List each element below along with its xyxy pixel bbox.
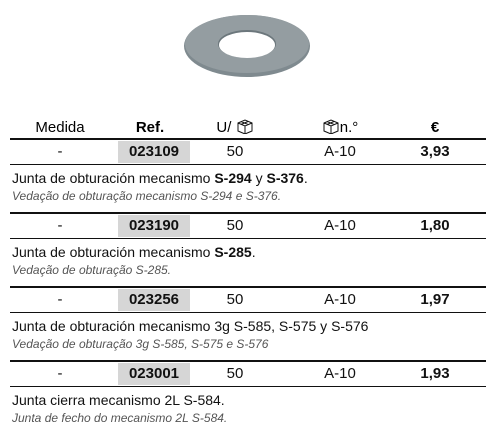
row-underline (10, 312, 486, 313)
row-underline (10, 164, 486, 165)
cell-medida: - (57, 143, 63, 160)
box-icon (237, 119, 253, 135)
description: Junta cierra mecanismo 2L S-584. (12, 392, 225, 408)
description-text: Junta de obturación mecanismo (12, 244, 215, 260)
header-box: n.° (305, 117, 375, 139)
description-text: y (251, 170, 267, 186)
cell-units: 50 (226, 291, 244, 308)
cell-units: 50 (226, 143, 244, 160)
cell-units: 50 (226, 365, 244, 382)
translation: Vedação de obturação S-285. (12, 263, 172, 277)
row-underline (10, 386, 486, 387)
description-bold: S-294 (214, 170, 252, 186)
box-icon (323, 119, 339, 135)
translation: Junta de fecho do mecanismo 2L S-584. (12, 411, 228, 425)
row-separator (10, 360, 486, 362)
cell-price: 1,80 (420, 217, 450, 234)
description: Junta de obturación mecanismo S-285. (12, 244, 256, 260)
description-bold: S-376 (266, 170, 304, 186)
cell-price: 1,97 (420, 291, 450, 308)
cell-price: 3,93 (420, 143, 450, 160)
header-box-text: n.° (339, 119, 359, 136)
cell-ref: 023109 (118, 141, 190, 163)
cell-box: A-10 (324, 291, 356, 308)
header-price: € (430, 119, 440, 136)
cell-medida: - (57, 217, 63, 234)
description: Junta de obturación mecanismo 3g S-585, … (12, 318, 368, 334)
description-text: . (303, 170, 308, 186)
cell-price: 1,93 (420, 365, 450, 382)
description-text: Junta de obturación mecanismo (12, 170, 215, 186)
row-separator (10, 286, 486, 288)
header-units-text: U/ (216, 119, 232, 136)
translation: Vedação de obturação 3g S-585, S-575 e S… (12, 337, 269, 351)
cell-box: A-10 (324, 365, 356, 382)
row-separator (10, 138, 486, 140)
description-text: Junta de obturación mecanismo 3g S-585, … (12, 318, 369, 334)
cell-box: A-10 (324, 217, 356, 234)
cell-ref: 023190 (118, 215, 190, 237)
row-underline (10, 238, 486, 239)
row-separator (10, 212, 486, 214)
header-medida: Medida (35, 119, 85, 136)
header-ref: Ref. (135, 119, 165, 136)
product-image (184, 15, 310, 77)
description-text: . (251, 244, 256, 260)
cell-medida: - (57, 365, 63, 382)
translation: Vedação de obturação mecanismo S-294 e S… (12, 189, 282, 203)
description-text: Junta cierra mecanismo 2L S-584. (12, 392, 225, 408)
description: Junta de obturación mecanismo S-294 y S-… (12, 170, 308, 186)
cell-units: 50 (226, 217, 244, 234)
header-units: U/ (205, 117, 265, 139)
cell-ref: 023256 (118, 289, 190, 311)
description-bold: S-285 (214, 244, 252, 260)
cell-medida: - (57, 291, 63, 308)
cell-ref: 023001 (118, 363, 190, 385)
cell-box: A-10 (324, 143, 356, 160)
